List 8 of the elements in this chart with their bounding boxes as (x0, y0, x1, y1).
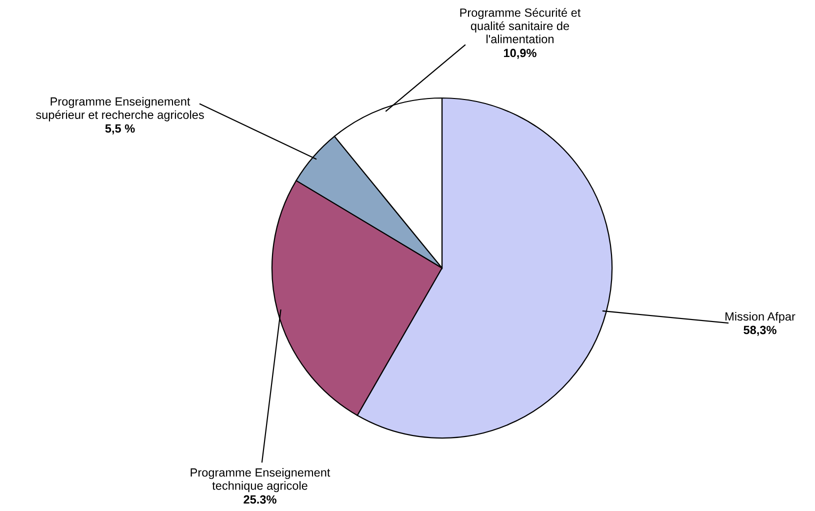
slice-label: Programme Enseignement technique agricole (190, 468, 330, 492)
data-label: 58,3% (744, 326, 776, 336)
data-label: 5,5 % (105, 124, 135, 134)
slice-label: Mission Afpar (726, 312, 796, 324)
slice-label: Programme Enseignement supérieur et recherche agricoles (36, 97, 204, 122)
data-label: 25.3% (244, 495, 276, 504)
slice-label: Programme Sécurité et qualité sanitaire de l'alimentation (460, 8, 581, 44)
data-label: 10,9% (504, 48, 536, 59)
